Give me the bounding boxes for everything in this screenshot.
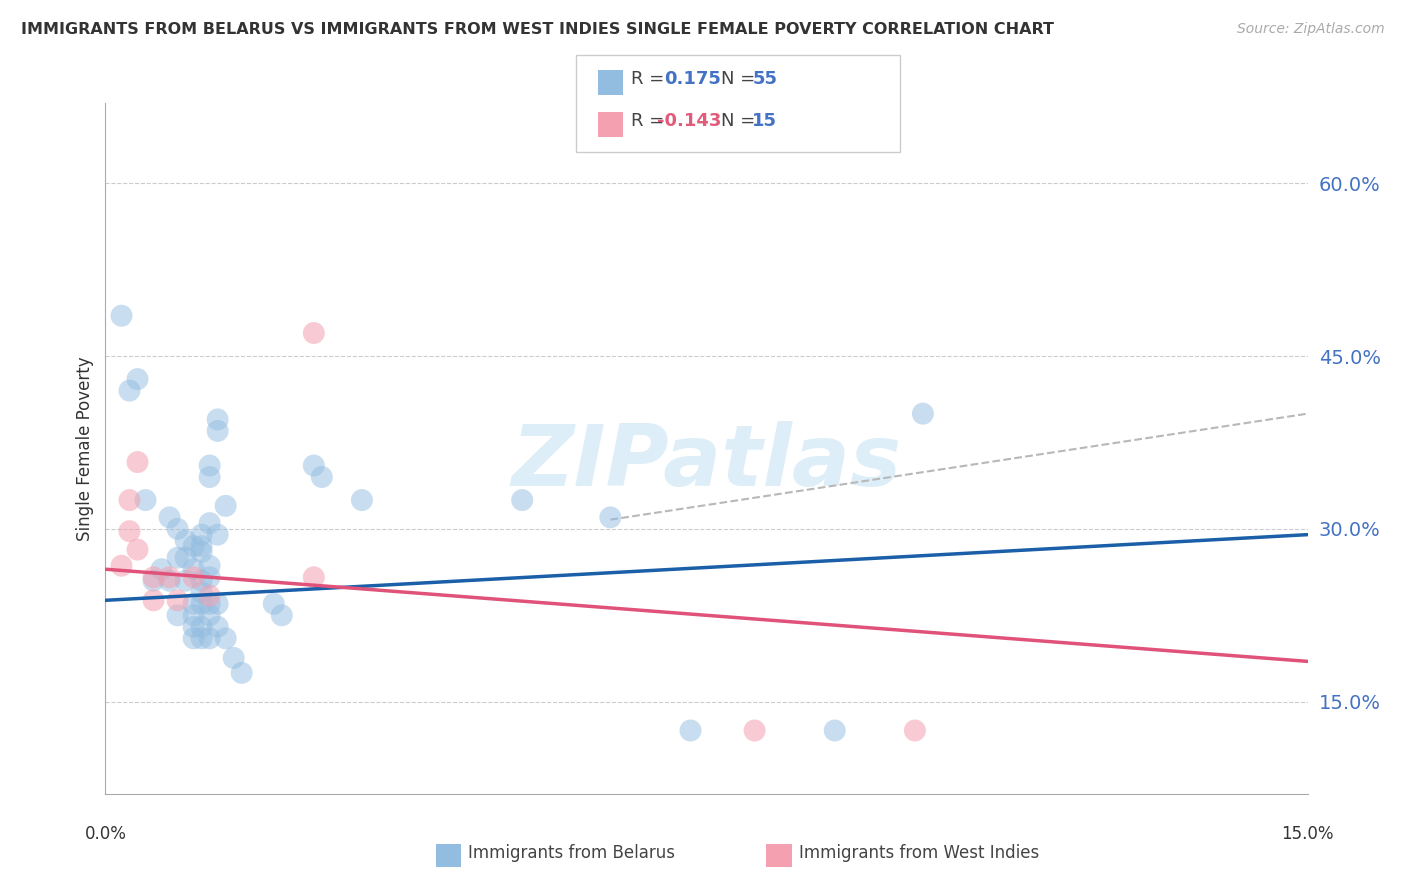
Text: Immigrants from West Indies: Immigrants from West Indies [799, 844, 1039, 862]
Point [127, 372, 149, 386]
Point [190, 539, 212, 553]
Text: 15: 15 [752, 112, 778, 130]
Point [183, 539, 205, 553]
Point [166, 550, 188, 565]
Point [911, 407, 934, 421]
Point [198, 570, 221, 584]
Point [207, 412, 229, 426]
Point [183, 597, 205, 611]
Point [302, 326, 325, 340]
Point [183, 620, 205, 634]
Point [198, 470, 221, 484]
Point [350, 493, 373, 508]
Point [127, 455, 149, 469]
Text: 0.175: 0.175 [664, 70, 720, 88]
Point [150, 562, 173, 576]
Point [118, 493, 141, 508]
Text: 15.0%: 15.0% [1281, 825, 1334, 843]
Point [190, 545, 212, 559]
Point [198, 597, 221, 611]
Point [174, 574, 197, 588]
Point [207, 527, 229, 541]
Point [110, 558, 132, 573]
Point [118, 524, 141, 539]
Text: 55: 55 [752, 70, 778, 88]
Point [744, 723, 766, 738]
Point [142, 570, 165, 584]
Point [166, 593, 188, 607]
Point [118, 384, 141, 398]
Text: N =: N = [721, 112, 761, 130]
Point [135, 493, 157, 508]
Point [174, 533, 197, 548]
Point [214, 632, 236, 646]
Text: Immigrants from Belarus: Immigrants from Belarus [468, 844, 675, 862]
Text: -0.143: -0.143 [657, 112, 721, 130]
Point [159, 510, 181, 524]
Point [198, 608, 221, 623]
Point [183, 632, 205, 646]
Text: N =: N = [721, 70, 761, 88]
Point [679, 723, 702, 738]
Point [142, 593, 165, 607]
Point [166, 608, 188, 623]
Point [190, 585, 212, 599]
Text: Source: ZipAtlas.com: Source: ZipAtlas.com [1237, 22, 1385, 37]
Point [207, 424, 229, 438]
Point [198, 458, 221, 473]
Point [183, 570, 205, 584]
Point [198, 632, 221, 646]
Point [127, 542, 149, 557]
Point [302, 458, 325, 473]
Point [110, 309, 132, 323]
Point [222, 651, 245, 665]
Point [198, 516, 221, 530]
Point [190, 632, 212, 646]
Point [510, 493, 533, 508]
Point [159, 570, 181, 584]
Point [311, 470, 333, 484]
Point [190, 620, 212, 634]
Text: IMMIGRANTS FROM BELARUS VS IMMIGRANTS FROM WEST INDIES SINGLE FEMALE POVERTY COR: IMMIGRANTS FROM BELARUS VS IMMIGRANTS FR… [21, 22, 1054, 37]
Point [231, 665, 253, 680]
Point [198, 558, 221, 573]
Point [198, 589, 221, 603]
Point [190, 597, 212, 611]
Point [263, 597, 285, 611]
Text: ZIPatlas: ZIPatlas [512, 420, 901, 504]
Point [183, 562, 205, 576]
Point [207, 597, 229, 611]
Point [190, 574, 212, 588]
Point [302, 570, 325, 584]
Point [174, 550, 197, 565]
Text: R =: R = [631, 70, 671, 88]
Text: 0.0%: 0.0% [84, 825, 127, 843]
Y-axis label: Single Female Poverty: Single Female Poverty [76, 356, 94, 541]
Point [599, 510, 621, 524]
Point [142, 574, 165, 588]
Point [207, 620, 229, 634]
Text: R =: R = [631, 112, 671, 130]
Point [190, 527, 212, 541]
Point [270, 608, 292, 623]
Point [183, 608, 205, 623]
Point [159, 574, 181, 588]
Point [166, 522, 188, 536]
Point [214, 499, 236, 513]
Point [824, 723, 846, 738]
Point [904, 723, 927, 738]
